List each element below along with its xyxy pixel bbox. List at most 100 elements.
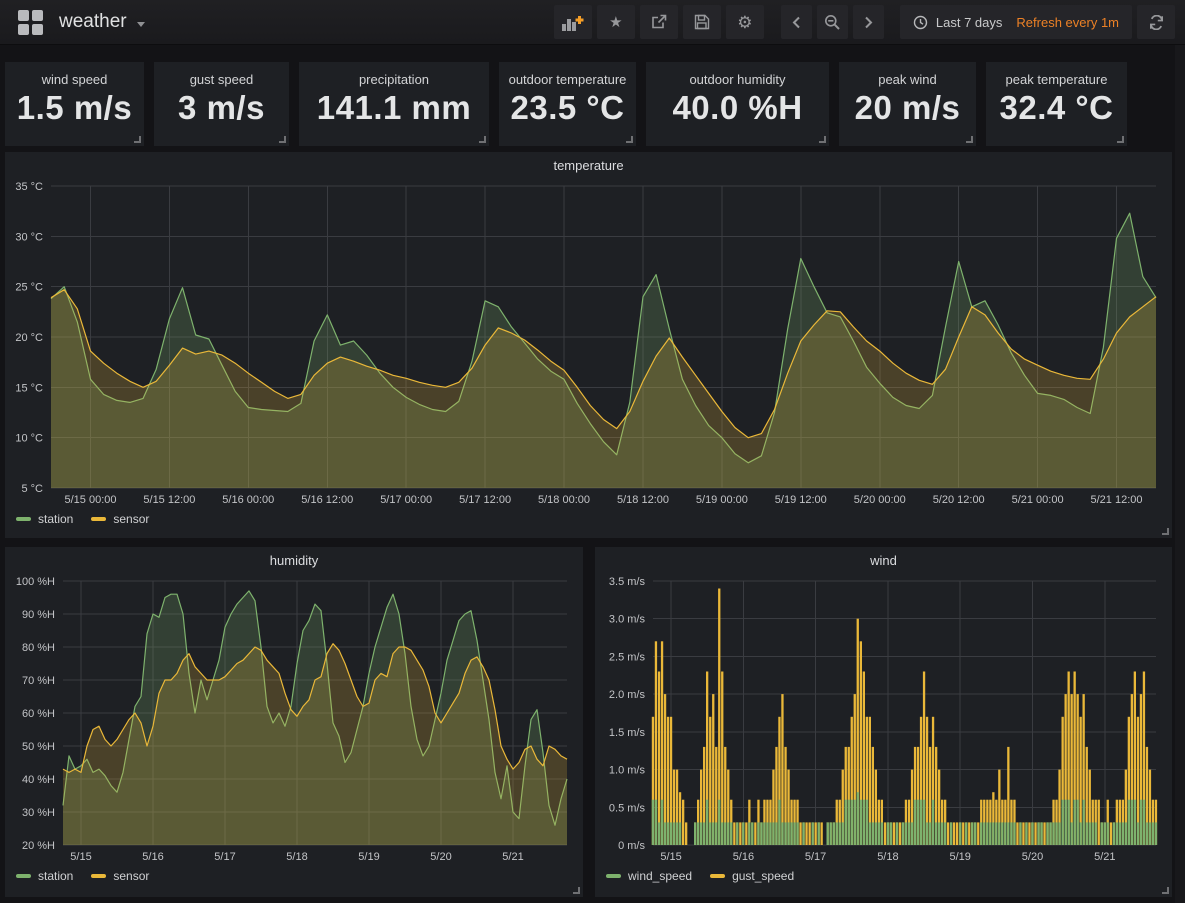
svg-text:5/21 12:00: 5/21 12:00 <box>1091 494 1143 506</box>
time-range-label: Last 7 days <box>936 15 1003 30</box>
stat-row: wind speed 1.5 m/s gust speed 3 m/s prec… <box>5 62 1180 146</box>
legend-item-sensor[interactable]: sensor <box>91 869 149 883</box>
stat-title[interactable]: gust speed <box>190 72 254 87</box>
time-forward-button[interactable] <box>853 5 884 39</box>
svg-text:2.0 m/s: 2.0 m/s <box>609 689 646 701</box>
navbar: weather ★ ⚙ <box>0 0 1185 45</box>
legend-color-swatch <box>16 874 31 878</box>
stat-value: 3 m/s <box>178 89 265 127</box>
stat-value: 141.1 mm <box>317 89 471 127</box>
svg-text:5 °C: 5 °C <box>21 483 43 495</box>
svg-text:5/15: 5/15 <box>660 851 681 863</box>
svg-text:5/17: 5/17 <box>805 851 826 863</box>
svg-text:5/17 00:00: 5/17 00:00 <box>380 494 432 506</box>
panel-title-humidity[interactable]: humidity <box>5 547 583 573</box>
refresh-button[interactable] <box>1137 5 1175 39</box>
stat-title[interactable]: precipitation <box>359 72 429 87</box>
legend-item-station[interactable]: station <box>16 512 73 526</box>
stat-title[interactable]: peak wind <box>878 72 937 87</box>
svg-text:5/17: 5/17 <box>214 851 235 863</box>
svg-text:35 °C: 35 °C <box>15 181 43 193</box>
svg-text:5/21 00:00: 5/21 00:00 <box>1012 494 1064 506</box>
stat-value: 20 m/s <box>855 89 961 127</box>
grafana-logo-icon[interactable] <box>18 10 43 35</box>
legend-color-swatch <box>606 874 621 878</box>
dashboard-title: weather <box>59 11 127 33</box>
svg-text:1.5 m/s: 1.5 m/s <box>609 727 646 739</box>
legend-item-station[interactable]: station <box>16 869 73 883</box>
zoom-out-icon <box>824 14 841 31</box>
svg-text:5/16 12:00: 5/16 12:00 <box>301 494 353 506</box>
panel-resize-handle[interactable] <box>479 136 486 143</box>
time-picker-button[interactable]: Last 7 days Refresh every 1m <box>900 5 1132 39</box>
scrollbar-track[interactable] <box>1175 45 1185 903</box>
legend-item-gust_speed[interactable]: gust_speed <box>710 869 794 883</box>
panel-resize-handle[interactable] <box>573 887 580 894</box>
svg-text:60 %H: 60 %H <box>22 708 55 720</box>
svg-text:5/20: 5/20 <box>1022 851 1043 863</box>
panel-resize-handle[interactable] <box>134 136 141 143</box>
svg-text:5/19 00:00: 5/19 00:00 <box>696 494 748 506</box>
legend-label: gust_speed <box>732 869 794 883</box>
panel-resize-handle[interactable] <box>966 136 973 143</box>
stat-panel-wind-speed: wind speed 1.5 m/s <box>5 62 144 146</box>
svg-text:5/16: 5/16 <box>733 851 754 863</box>
wind-chart[interactable]: 0 m/s0.5 m/s1.0 m/s1.5 m/s2.0 m/s2.5 m/s… <box>603 573 1164 865</box>
chevron-left-icon <box>792 16 801 29</box>
panel-title-wind[interactable]: wind <box>595 547 1172 573</box>
stat-title[interactable]: outdoor temperature <box>509 72 627 87</box>
humidity-legend: station sensor <box>5 865 583 883</box>
time-back-button[interactable] <box>781 5 812 39</box>
star-button[interactable]: ★ <box>597 5 635 39</box>
svg-text:5/15: 5/15 <box>70 851 91 863</box>
svg-text:5/15 00:00: 5/15 00:00 <box>65 494 117 506</box>
panel-resize-handle[interactable] <box>626 136 633 143</box>
svg-text:5/17 12:00: 5/17 12:00 <box>459 494 511 506</box>
svg-text:70 %H: 70 %H <box>22 675 55 687</box>
svg-text:5/18: 5/18 <box>286 851 307 863</box>
share-button[interactable] <box>640 5 678 39</box>
temperature-legend: station sensor <box>5 508 1172 526</box>
stat-title[interactable]: outdoor humidity <box>689 72 785 87</box>
legend-label: station <box>38 869 73 883</box>
zoom-out-button[interactable] <box>817 5 848 39</box>
legend-item-wind_speed[interactable]: wind_speed <box>606 869 692 883</box>
add-panel-icon <box>561 14 584 31</box>
panel-resize-handle[interactable] <box>1162 528 1169 535</box>
svg-text:30 °C: 30 °C <box>15 231 43 243</box>
svg-text:40 %H: 40 %H <box>22 774 55 786</box>
stat-title[interactable]: peak temperature <box>1006 72 1108 87</box>
panel-resize-handle[interactable] <box>1162 887 1169 894</box>
save-button[interactable] <box>683 5 721 39</box>
stat-panel-precipitation: precipitation 141.1 mm <box>299 62 489 146</box>
temperature-chart[interactable]: 5 °C10 °C15 °C20 °C25 °C30 °C35 °C5/15 0… <box>13 178 1164 508</box>
panel-resize-handle[interactable] <box>1117 136 1124 143</box>
save-icon <box>694 14 710 30</box>
stat-title[interactable]: wind speed <box>42 72 108 87</box>
chevron-down-icon <box>137 22 145 27</box>
svg-text:5/15 12:00: 5/15 12:00 <box>143 494 195 506</box>
legend-color-swatch <box>91 874 106 878</box>
panel-title-temperature[interactable]: temperature <box>5 152 1172 178</box>
dashboard-title-menu[interactable]: weather <box>59 11 145 33</box>
svg-text:5/19: 5/19 <box>949 851 970 863</box>
legend-label: station <box>38 512 73 526</box>
svg-text:5/20 00:00: 5/20 00:00 <box>854 494 906 506</box>
svg-text:20 %H: 20 %H <box>22 840 55 852</box>
stat-value: 23.5 °C <box>511 89 625 127</box>
settings-button[interactable]: ⚙ <box>726 5 764 39</box>
svg-text:25 °C: 25 °C <box>15 282 43 294</box>
svg-text:100 %H: 100 %H <box>16 576 55 588</box>
humidity-chart[interactable]: 20 %H30 %H40 %H50 %H60 %H70 %H80 %H90 %H… <box>13 573 575 865</box>
panel-resize-handle[interactable] <box>819 136 826 143</box>
wind-legend: wind_speed gust_speed <box>595 865 1172 883</box>
panel-resize-handle[interactable] <box>279 136 286 143</box>
svg-text:5/21: 5/21 <box>502 851 523 863</box>
svg-text:5/21: 5/21 <box>1094 851 1115 863</box>
svg-text:10 °C: 10 °C <box>15 433 43 445</box>
legend-item-sensor[interactable]: sensor <box>91 512 149 526</box>
stat-panel-peak-wind: peak wind 20 m/s <box>839 62 976 146</box>
svg-text:90 %H: 90 %H <box>22 609 55 621</box>
svg-text:5/16 00:00: 5/16 00:00 <box>222 494 274 506</box>
add-panel-button[interactable] <box>554 5 592 39</box>
